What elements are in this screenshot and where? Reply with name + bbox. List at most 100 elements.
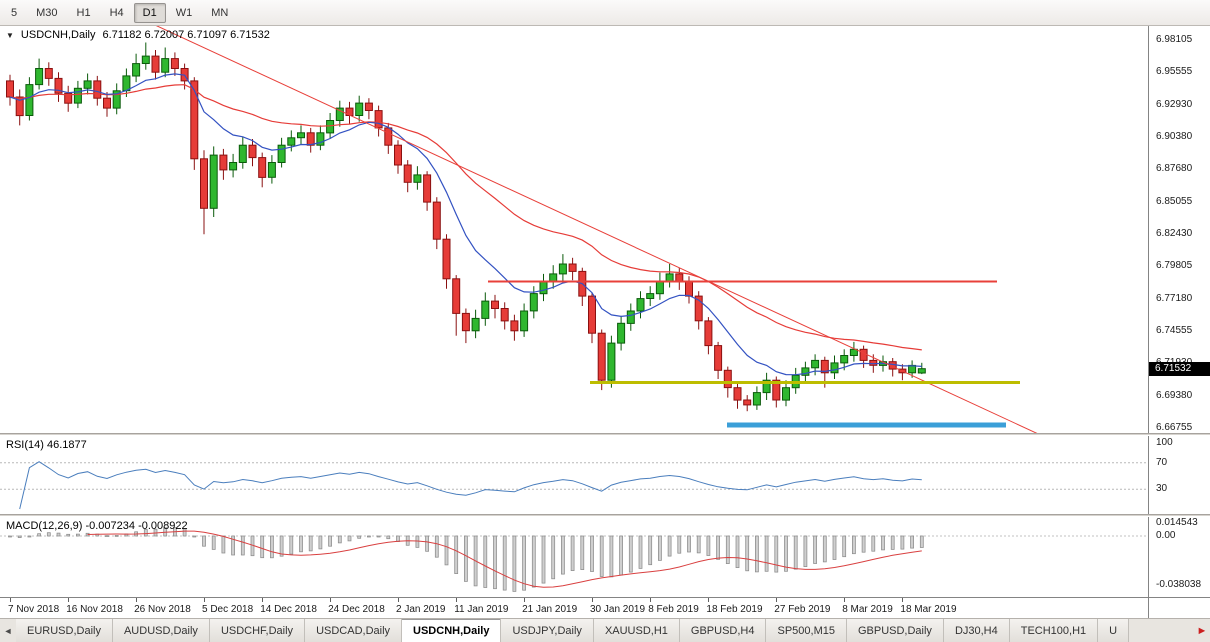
candle-down <box>364 102 373 111</box>
price-tick-label: 6.77180 <box>1156 292 1193 304</box>
candle-up <box>335 107 344 121</box>
candle-up <box>520 310 529 332</box>
chart-tab-usdcad[interactable]: USDCAD,Daily <box>305 619 403 642</box>
candle-down <box>6 80 14 98</box>
candle-down <box>510 320 519 332</box>
chart-tab-usdjpy[interactable]: USDJPY,Daily <box>501 619 594 642</box>
timeframe-button-m30[interactable]: M30 <box>36 6 58 19</box>
chart-tab-tech100[interactable]: TECH100,H1 <box>1009 619 1099 642</box>
time-tick-mark <box>68 598 70 602</box>
pane-splitter[interactable] <box>0 514 1210 517</box>
price-tick-label: 6.95555 <box>1156 66 1193 78</box>
candle-down <box>394 144 402 166</box>
rsi-line <box>19 461 922 510</box>
pane-splitter[interactable] <box>0 433 1210 436</box>
timeframe-button-w1[interactable]: W1 <box>175 6 193 19</box>
candle-up <box>801 367 810 376</box>
candle-down <box>93 80 102 99</box>
macd-histogram-bar <box>774 535 779 573</box>
macd-histogram-bar <box>376 535 381 538</box>
rsi-tick-label: 70 <box>1156 456 1168 468</box>
candle-down <box>200 158 208 209</box>
macd-histogram-bar <box>677 535 682 554</box>
macd-tick-label: 0.00 <box>1156 530 1176 541</box>
macd-histogram-bar <box>512 535 517 592</box>
timeframe-button-5[interactable]: 5 <box>11 6 18 19</box>
chart-tab-gbpusd[interactable]: GBPUSD,H4 <box>679 619 767 642</box>
macd-tick-label: -0.038038 <box>1156 579 1202 591</box>
macd-histogram-bar <box>541 535 546 584</box>
time-tick-label: 24 Dec 2018 <box>328 604 385 615</box>
candle-up <box>481 300 490 319</box>
candle-down <box>714 345 723 371</box>
macd-pane[interactable]: MACD(12,26,9) -0.007234 -0.008922 0.0145… <box>0 517 1210 597</box>
macd-histogram-bar <box>531 535 536 588</box>
candle-up <box>636 298 645 312</box>
candle-down <box>432 201 441 240</box>
macd-histogram-bar <box>590 535 594 572</box>
time-axis[interactable]: 7 Nov 2018 16 Nov 2018 26 Nov 2018 5 Dec 20… <box>0 597 1210 618</box>
candle-down <box>772 379 781 401</box>
macd-histogram-bar <box>289 535 294 555</box>
tabs-scroll-left-icon[interactable]: ◄ <box>3 625 13 636</box>
time-tick-label: 21 Jan 2019 <box>522 604 578 615</box>
price-tick-label: 6.85055 <box>1156 195 1193 207</box>
macd-histogram-bar <box>493 535 497 590</box>
macd-histogram-bar <box>687 535 691 553</box>
price-tick-label: 6.82430 <box>1156 227 1193 239</box>
macd-histogram-bar <box>919 535 924 548</box>
rsi-pane[interactable]: RSI(14) 46.1877 100 70 30 <box>0 436 1210 514</box>
macd-histogram-bar <box>434 535 439 558</box>
candle-up <box>782 387 790 401</box>
macd-histogram-bar <box>570 535 575 571</box>
macd-histogram-bar <box>192 535 197 538</box>
macd-histogram-bar <box>386 535 391 540</box>
macd-histogram-bar <box>270 535 274 559</box>
candle-down <box>588 295 596 334</box>
candle-down <box>597 332 606 381</box>
macd-histogram-bar <box>76 533 80 537</box>
candle-up <box>646 293 655 300</box>
chart-tab-gbpusd[interactable]: GBPUSD,Daily <box>846 619 944 642</box>
chart-tab-u[interactable]: U <box>1098 619 1130 642</box>
candle-down <box>258 157 267 178</box>
price-pane[interactable]: ▼ USDCNH,Daily 6.71182 6.72007 6.71097 6… <box>0 26 1210 433</box>
symbol-name: USDCNH,Daily <box>20 29 96 41</box>
chart-tab-eurusd[interactable]: EURUSD,Daily <box>16 619 113 642</box>
candle-down <box>423 174 432 203</box>
timeframe-button-mn[interactable]: MN <box>211 6 229 19</box>
macd-histogram-bar <box>240 535 245 556</box>
time-tick-mark <box>776 598 778 602</box>
timeframe-button-d1[interactable]: D1 <box>133 2 166 23</box>
timeframe-button-h1[interactable]: H1 <box>76 6 91 19</box>
time-tick-label: 16 Nov 2018 <box>66 604 123 615</box>
chart-tab-dj30[interactable]: DJ30,H4 <box>943 619 1010 642</box>
macd-histogram-bar <box>551 535 556 580</box>
macd-histogram-bar <box>37 533 41 537</box>
time-tick-mark <box>524 598 526 602</box>
macd-histogram-bar <box>105 535 109 537</box>
ma-slow-line <box>9 84 922 351</box>
macd-histogram-bar <box>784 535 788 572</box>
candle-up <box>539 280 548 295</box>
candle-up <box>35 68 44 86</box>
chart-tab-xauusd[interactable]: XAUUSD,H1 <box>593 619 680 642</box>
time-tick-mark <box>262 598 264 602</box>
time-tick-mark <box>708 598 710 602</box>
time-tick-mark <box>398 598 399 602</box>
macd-histogram-bar <box>842 535 847 558</box>
chart-dropdown-icon[interactable]: ▼ <box>6 30 14 40</box>
price-chart-canvas <box>6 26 1045 433</box>
candle-up <box>297 132 305 139</box>
chart-tab-sp500[interactable]: SP500,M15 <box>766 619 847 642</box>
chart-tab-usdcnh[interactable]: USDCNH,Daily <box>402 619 502 642</box>
descending-trendline[interactable] <box>150 26 1045 433</box>
macd-histogram-bar <box>910 535 914 549</box>
candle-up <box>355 102 364 116</box>
time-tick-mark <box>902 598 904 602</box>
macd-histogram-bar <box>46 532 51 537</box>
timeframe-button-h4[interactable]: H4 <box>109 6 124 19</box>
chart-tab-audusd[interactable]: AUDUSD,Daily <box>112 619 210 642</box>
chart-tab-usdchf[interactable]: USDCHF,Daily <box>209 619 306 642</box>
tabs-scroll-right-icon[interactable]: ► <box>1196 624 1208 637</box>
